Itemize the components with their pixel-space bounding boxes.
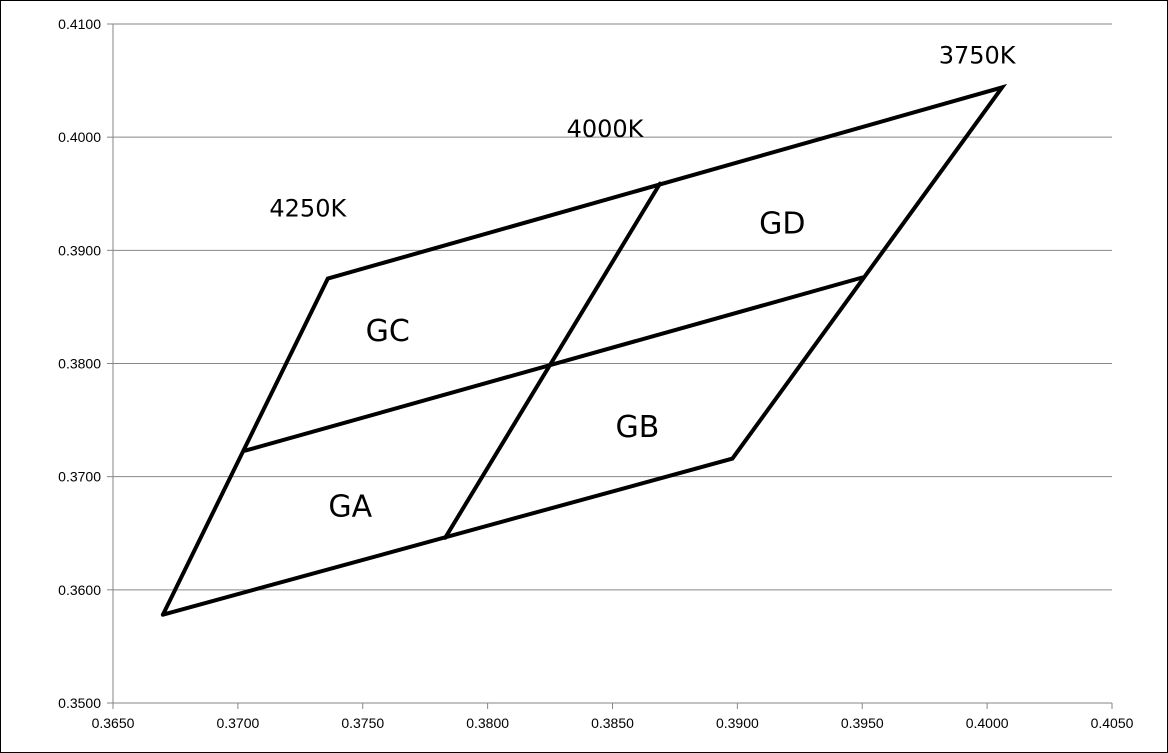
cct-label-4000k: 4000K: [567, 115, 645, 143]
region-label-gc: GC: [366, 314, 410, 349]
x-tick-label: 0.3850: [591, 715, 634, 731]
region-label-gd: GD: [759, 206, 805, 241]
annotation-layer: GA GB GC GD 4250K 4000K 3750K: [269, 42, 1016, 525]
cct-label-4250k: 4250K: [269, 194, 347, 222]
series-layer: [160, 83, 1008, 617]
x-tick-label: 0.3650: [92, 715, 135, 731]
x-tick-label: 0.3950: [841, 715, 884, 731]
series-line-divider-1: [443, 181, 662, 540]
axis-layer: 0.3500 0.3600 0.3700 0.3800 0.3900 0.4000 0.41…: [58, 16, 1133, 731]
series-line-outline: [160, 83, 1008, 617]
y-tick-label: 0.3700: [58, 469, 101, 485]
series-line-divider-2: [243, 275, 865, 453]
x-tick-label: 0.3700: [216, 715, 259, 731]
y-tick-label: 0.3800: [58, 356, 101, 372]
y-tick-label: 0.3900: [58, 242, 101, 258]
x-tick-label: 0.4000: [966, 715, 1009, 731]
cct-label-3750k: 3750K: [939, 42, 1017, 70]
y-tick-label: 0.4000: [58, 129, 101, 145]
x-tick-label: 0.3900: [716, 715, 759, 731]
y-tick-label: 0.3500: [58, 695, 101, 711]
x-tick-label: 0.4050: [1091, 715, 1134, 731]
region-label-gb: GB: [616, 410, 660, 445]
x-tick-label: 0.3750: [341, 715, 384, 731]
region-label-ga: GA: [328, 489, 372, 524]
y-tick-label: 0.3600: [58, 582, 101, 598]
y-tick-label: 0.4100: [58, 16, 101, 32]
x-tick-label: 0.3800: [466, 715, 509, 731]
grid-layer: [113, 23, 1112, 591]
